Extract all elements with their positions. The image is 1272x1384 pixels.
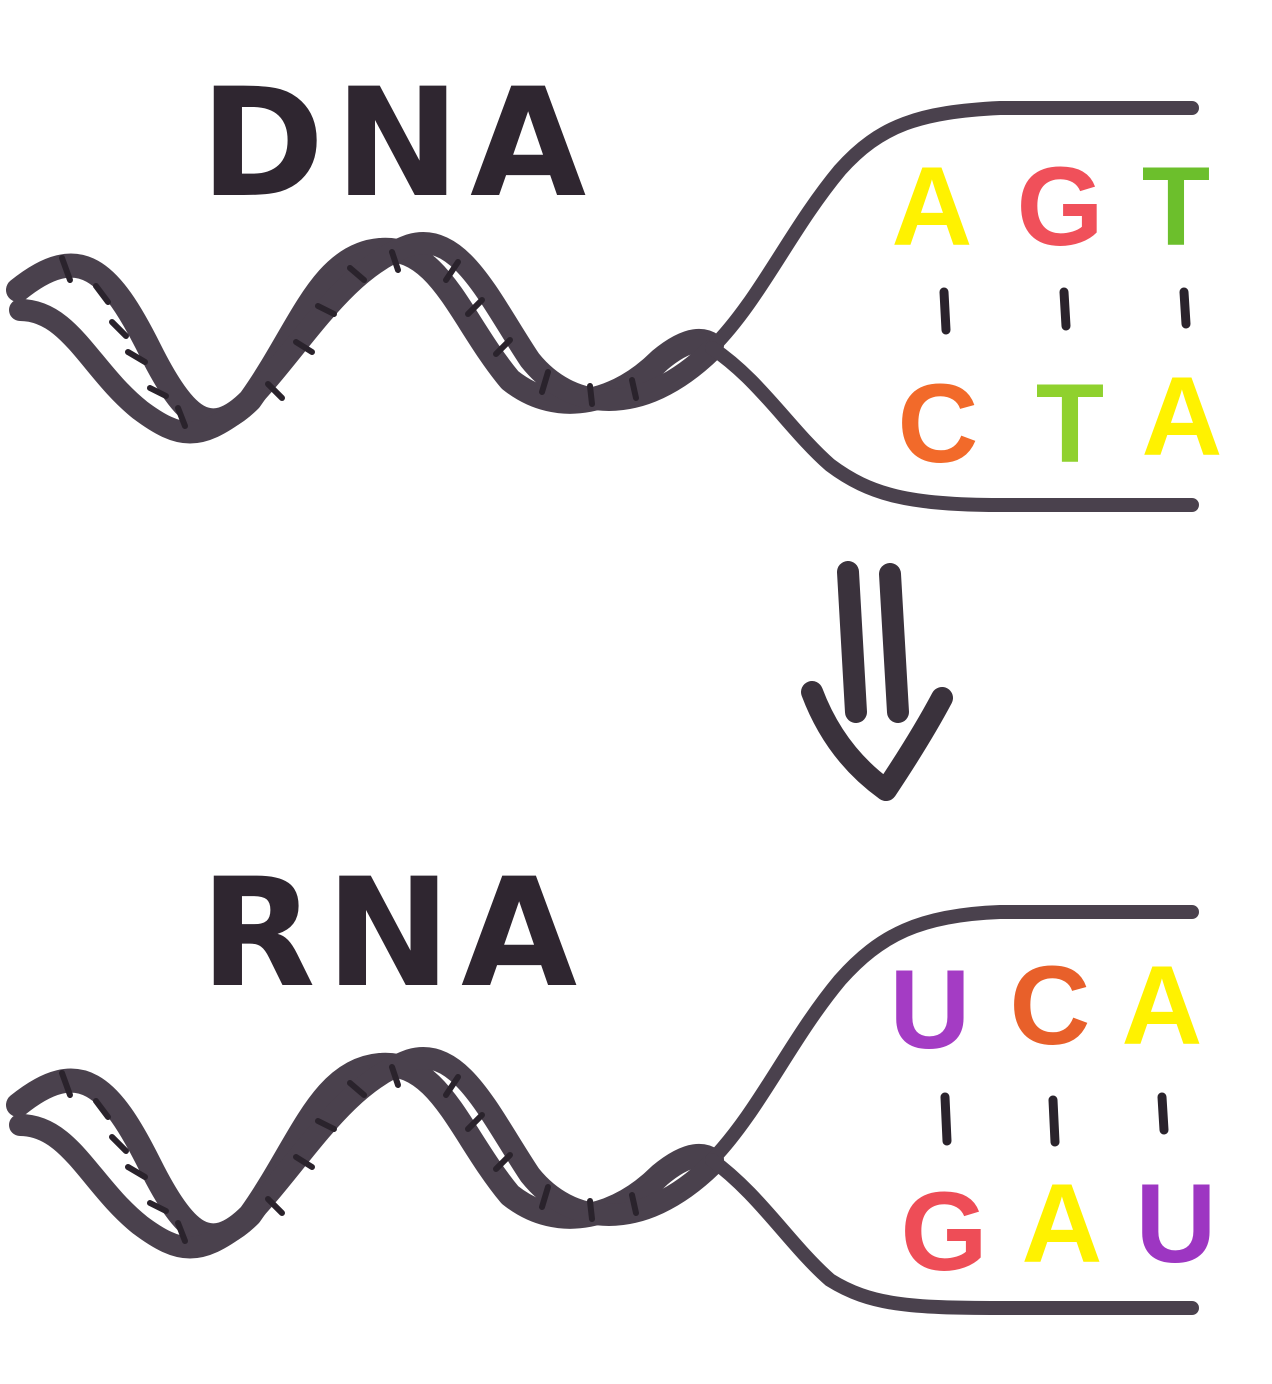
rna-top-bases: U C A: [890, 943, 1203, 1072]
dna-top-base-2: G: [1016, 144, 1103, 269]
dna-fork-lower-strand: [705, 341, 1199, 512]
rna-bottom-base-1: G: [900, 1169, 987, 1294]
dna-helix-rungs: [59, 249, 639, 429]
dna-fork-upper-strand: [705, 101, 1199, 355]
double-arrow-down-icon: [801, 561, 953, 801]
rna-fork-lower-strand: [705, 1153, 1199, 1315]
dna-bottom-base-1: C: [898, 361, 979, 486]
rna-helix-rungs: [59, 1064, 639, 1244]
rna-fork-upper-strand: [705, 905, 1199, 1167]
rna-bottom-base-2: A: [1022, 1161, 1103, 1286]
rna-top-base-1: U: [890, 947, 971, 1072]
dna-title: DNA: [200, 57, 596, 231]
rna-top-base-3: A: [1122, 943, 1203, 1068]
dna-helix-strand-front: [9, 232, 723, 444]
rna-bottom-bases: G A U: [900, 1161, 1216, 1294]
dna-top-base-3: T: [1142, 144, 1210, 269]
dna-top-base-1: A: [892, 144, 973, 269]
rna-title: RNA: [200, 847, 587, 1021]
rna-panel: RNA: [6, 847, 1216, 1315]
rna-helix-strand-front: [9, 1047, 723, 1259]
dna-bottom-base-3: A: [1142, 354, 1223, 479]
dna-base-pair-bonds: [939, 287, 1191, 335]
rna-bottom-base-3: U: [1136, 1161, 1217, 1286]
rna-double-helix: [6, 1047, 724, 1259]
dna-double-helix: [6, 232, 724, 444]
dna-bottom-bases: C T A: [898, 354, 1223, 486]
dna-top-bases: A G T: [892, 144, 1211, 269]
rna-top-base-2: C: [1010, 943, 1091, 1068]
dna-bottom-base-2: T: [1036, 361, 1104, 486]
rna-base-pair-bonds: [940, 1092, 1169, 1147]
dna-panel: DNA: [6, 57, 1223, 512]
